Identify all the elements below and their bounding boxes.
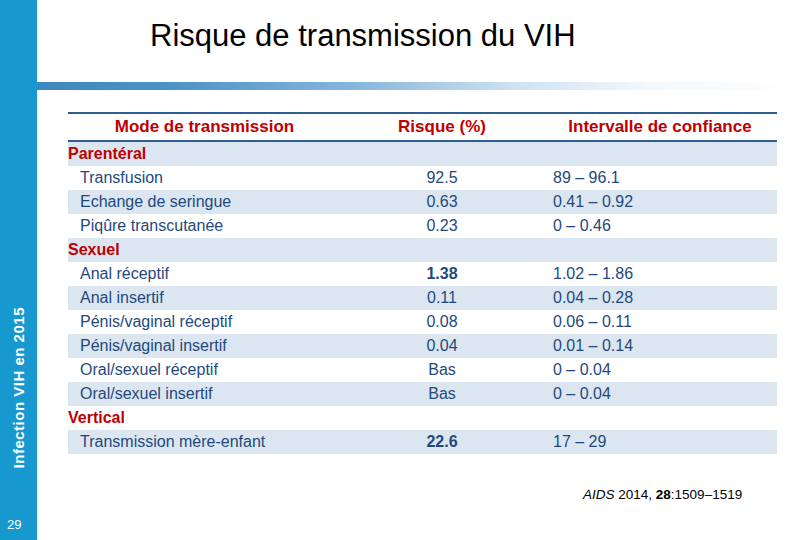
section-row-parenteral: Parentéral	[68, 141, 777, 166]
table-row-anal-insertif: Anal insertif 0.11 0.04 – 0.28	[68, 286, 777, 310]
cell-intervalle: 1.02 – 1.86	[543, 262, 777, 286]
cell-intervalle: 0.41 – 0.92	[543, 190, 777, 214]
sidebar-label: Infection VIH en 2015	[10, 307, 27, 468]
cell-mode: Oral/sexuel réceptif	[68, 358, 341, 382]
slide-title: Risque de transmission du VIH	[150, 18, 576, 54]
table-row-anal-receptif: Anal réceptif 1.38 1.02 – 1.86	[68, 262, 777, 286]
table-row-oral-sexuel-insertif: Oral/sexuel insertif Bas 0 – 0.04	[68, 382, 777, 406]
table-row-oral-sexuel-receptif: Oral/sexuel réceptif Bas 0 – 0.04	[68, 358, 777, 382]
section-label: Vertical	[68, 406, 777, 430]
cell-mode: Pénis/vaginal réceptif	[68, 310, 341, 334]
sidebar-label-wrap: Infection VIH en 2015	[0, 307, 37, 468]
transmission-risk-table: Mode de transmission Risque (%) Interval…	[68, 112, 777, 454]
table-header-row: Mode de transmission Risque (%) Interval…	[68, 113, 777, 141]
section-label: Parentéral	[68, 141, 777, 166]
citation: AIDS 2014, 28:1509–1519	[583, 487, 742, 502]
cell-risque: 22.6	[341, 430, 543, 454]
cell-risque: 0.04	[341, 334, 543, 358]
table-row-penis-vaginal-insertif: Pénis/vaginal insertif 0.04 0.01 – 0.14	[68, 334, 777, 358]
table-row-piqure-transcutanee: Piqûre transcutanée 0.23 0 – 0.46	[68, 214, 777, 238]
column-header-risque: Risque (%)	[341, 113, 543, 141]
cell-risque: Bas	[341, 382, 543, 406]
cell-mode: Anal réceptif	[68, 262, 341, 286]
cell-mode: Pénis/vaginal insertif	[68, 334, 341, 358]
cell-risque: 0.63	[341, 190, 543, 214]
cell-intervalle: 17 – 29	[543, 430, 777, 454]
section-row-sexuel: Sexuel	[68, 238, 777, 262]
cell-mode: Echange de seringue	[68, 190, 341, 214]
cell-mode: Anal insertif	[68, 286, 341, 310]
cell-risque: 0.08	[341, 310, 543, 334]
cell-intervalle: 89 – 96.1	[543, 166, 777, 190]
cell-intervalle: 0.01 – 0.14	[543, 334, 777, 358]
cell-risque: 1.38	[341, 262, 543, 286]
cell-intervalle: 0.04 – 0.28	[543, 286, 777, 310]
table-row-echange-seringue: Echange de seringue 0.63 0.41 – 0.92	[68, 190, 777, 214]
citation-pages: :1509–1519	[671, 487, 742, 502]
table-row-transfusion: Transfusion 92.5 89 – 96.1	[68, 166, 777, 190]
citation-journal: AIDS	[583, 487, 615, 502]
cell-intervalle: 0 – 0.04	[543, 358, 777, 382]
cell-mode: Transmission mère-enfant	[68, 430, 341, 454]
section-label: Sexuel	[68, 238, 777, 262]
page-number: 29	[7, 517, 21, 532]
cell-intervalle: 0 – 0.46	[543, 214, 777, 238]
citation-year: 2014,	[615, 487, 656, 502]
cell-risque: Bas	[341, 358, 543, 382]
citation-volume: 28	[656, 487, 671, 502]
cell-mode: Piqûre transcutanée	[68, 214, 341, 238]
cell-risque: 0.23	[341, 214, 543, 238]
title-divider-bar	[37, 82, 810, 90]
table-row-penis-vaginal-receptif: Pénis/vaginal réceptif 0.08 0.06 – 0.11	[68, 310, 777, 334]
column-header-mode: Mode de transmission	[68, 113, 341, 141]
section-row-vertical: Vertical	[68, 406, 777, 430]
column-header-intervalle: Intervalle de confiance	[543, 113, 777, 141]
slide: Infection VIH en 2015 29 Risque de trans…	[0, 0, 810, 540]
cell-risque: 0.11	[341, 286, 543, 310]
cell-mode: Transfusion	[68, 166, 341, 190]
cell-intervalle: 0.06 – 0.11	[543, 310, 777, 334]
cell-intervalle: 0 – 0.04	[543, 382, 777, 406]
table-row-transmission-mere-enfant: Transmission mère-enfant 22.6 17 – 29	[68, 430, 777, 454]
sidebar-band: Infection VIH en 2015 29	[0, 0, 37, 540]
cell-risque: 92.5	[341, 166, 543, 190]
cell-mode: Oral/sexuel insertif	[68, 382, 341, 406]
